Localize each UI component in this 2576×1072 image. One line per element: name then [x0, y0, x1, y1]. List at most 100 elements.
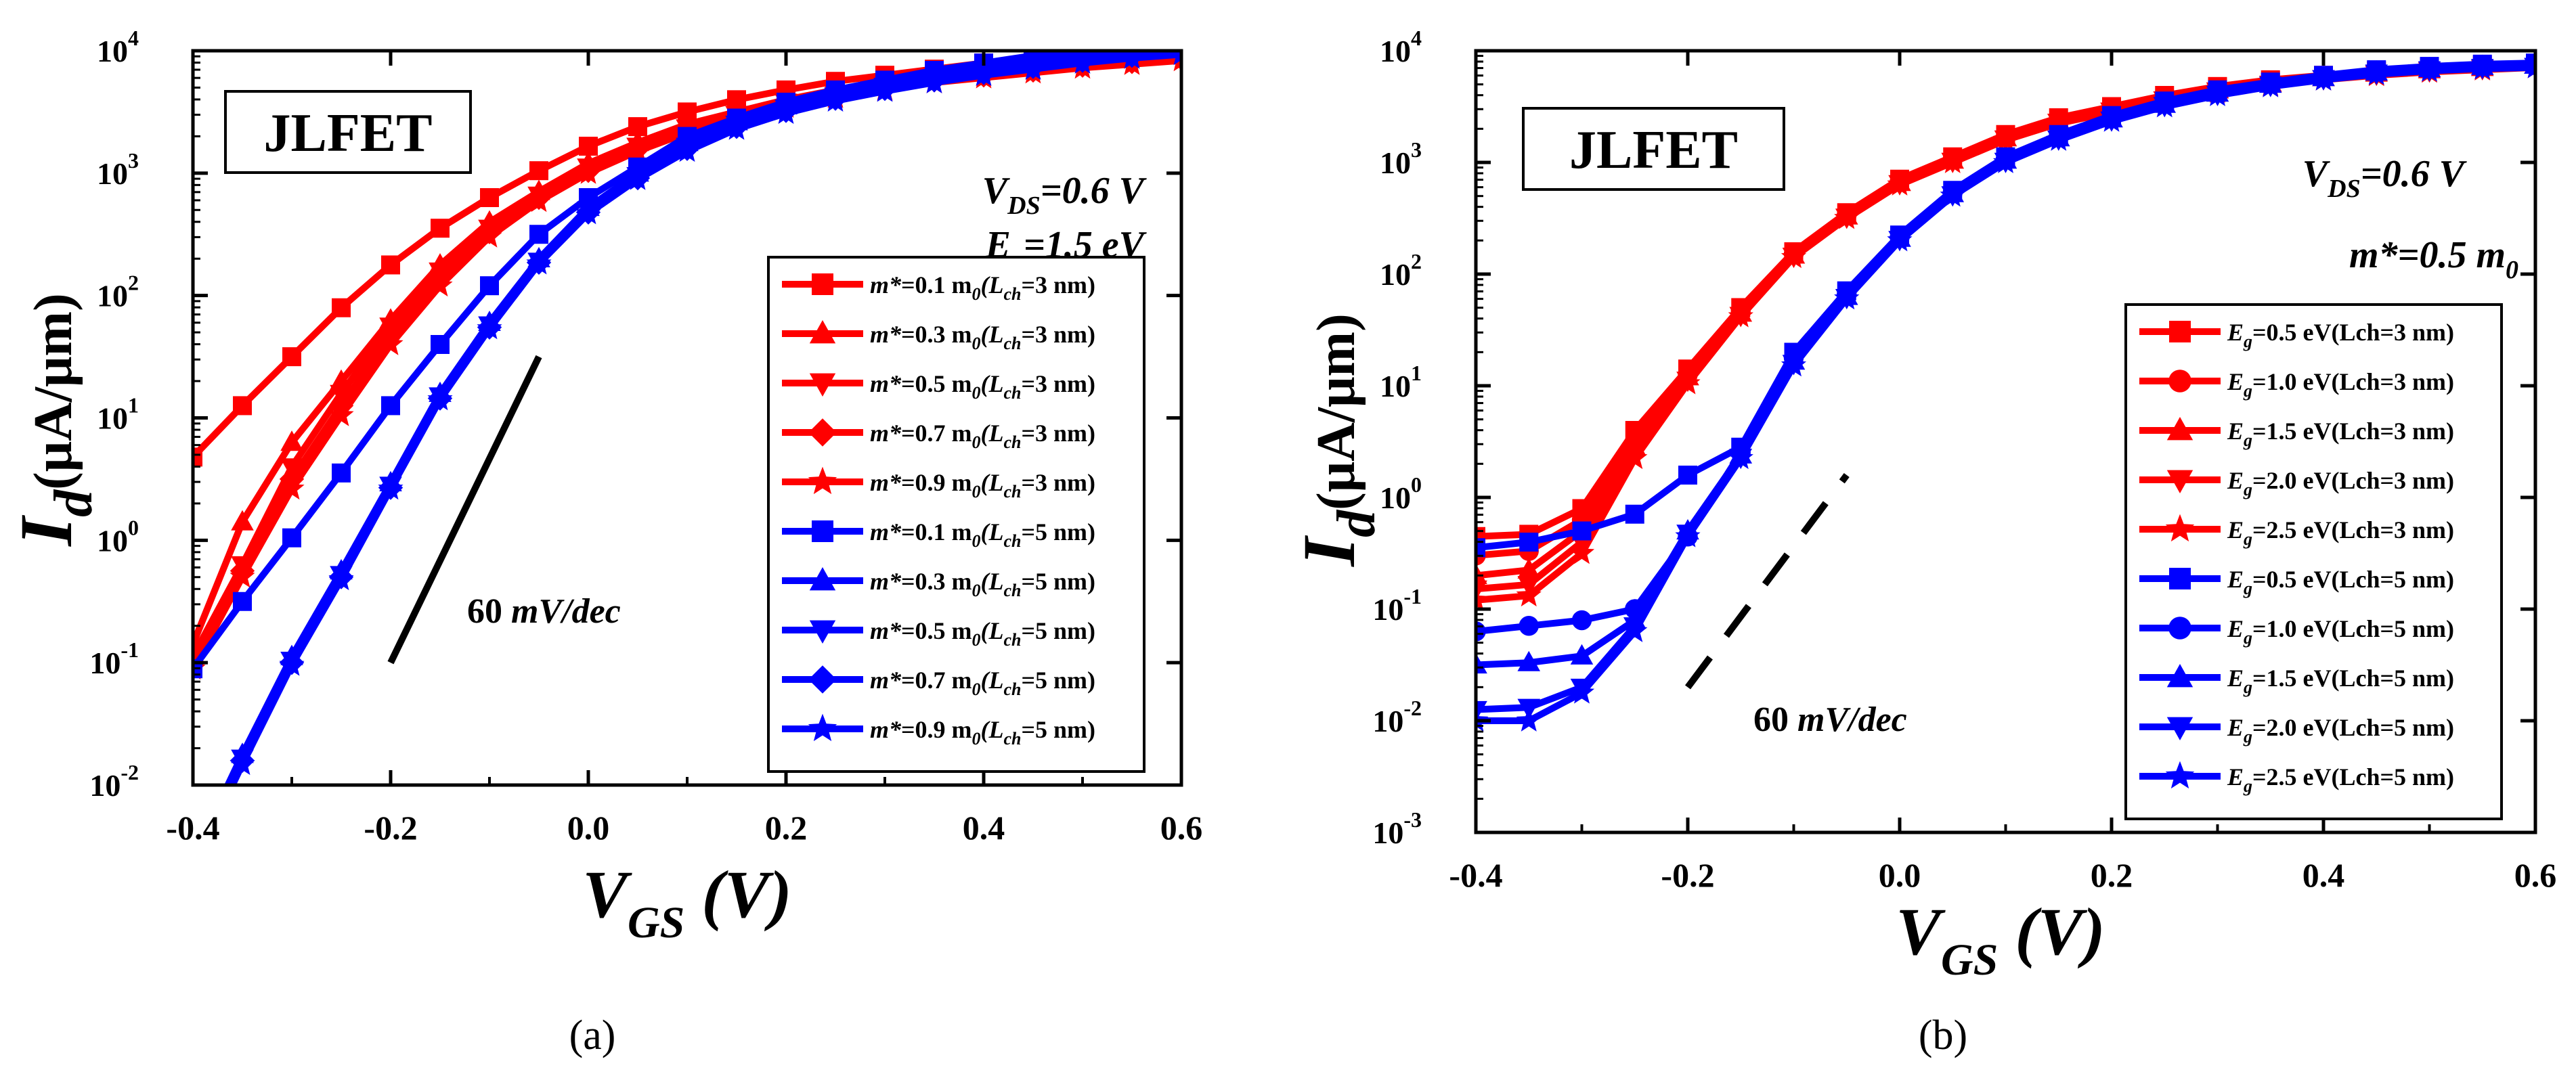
data-point: [181, 852, 205, 876]
data-point: [1781, 244, 1807, 269]
legend-marker: [809, 320, 836, 344]
data-point: [279, 475, 305, 500]
data-point: [1622, 445, 1648, 470]
data-point: [230, 564, 255, 588]
data-point: [1572, 521, 1592, 541]
legend-label: Eg=2.0 eV(Lch=3 nm): [2227, 467, 2454, 499]
data-point: [1678, 466, 1697, 485]
legend-marker: [2168, 370, 2191, 393]
y-tick-label: 102: [97, 271, 139, 313]
data-point: [2204, 82, 2231, 106]
legend-marker: [2166, 664, 2193, 688]
data-point: [328, 402, 354, 426]
legend-label: Eg=0.5 eV(Lch=5 nm): [2227, 566, 2454, 598]
data-point: [2311, 66, 2336, 91]
slope-label: 60 mV/dec: [467, 592, 621, 631]
condition-annotation: VDS=0.6 V: [2302, 153, 2468, 203]
legend-label: m*=0.5 m0(Lch=3 nm): [870, 370, 1095, 403]
legend-marker: [809, 373, 836, 397]
x-tick-label: 0.4: [2302, 856, 2345, 894]
legend-marker: [812, 520, 833, 542]
data-point: [477, 315, 502, 340]
data-point: [1571, 610, 1592, 631]
x-axis-label: VGS (V): [582, 857, 791, 947]
y-tick-label: 103: [1380, 137, 1422, 180]
data-point: [1519, 616, 1539, 636]
data-point: [427, 386, 453, 411]
y-tick-label: 104: [1380, 26, 1422, 68]
y-tick-label: 101: [1380, 361, 1422, 403]
y-axis-label: Id(μA/μm): [5, 293, 104, 547]
condition-annotation: VDS=0.6 V: [982, 170, 1148, 220]
legend-marker: [2166, 470, 2193, 493]
x-tick-label: -0.2: [1661, 856, 1714, 894]
data-point: [1170, 26, 1193, 47]
data-point: [2416, 58, 2443, 82]
condition-annotation: m*=0.5 m0: [2349, 234, 2518, 284]
data-point: [233, 591, 252, 611]
x-tick-label: 0.2: [2091, 856, 2133, 894]
data-point: [1992, 127, 2019, 151]
data-point: [526, 250, 552, 275]
legend-label: Eg=1.0 eV(Lch=5 nm): [2227, 615, 2454, 648]
data-point: [575, 200, 601, 225]
data-point: [529, 161, 548, 181]
data-point: [1122, 32, 1141, 51]
data-point: [193, 447, 202, 467]
legend-box: [2124, 303, 2503, 820]
legend-label: Eg=2.0 eV(Lch=5 nm): [2227, 714, 2454, 746]
data-point: [773, 99, 799, 125]
legend-label: Eg=2.5 eV(Lch=5 nm): [2227, 763, 2454, 796]
legend-label: m*=0.1 m0(Lch=3 nm): [870, 271, 1095, 304]
legend-label: Eg=0.5 eV(Lch=3 nm): [2227, 319, 2454, 351]
data-point: [2470, 55, 2495, 80]
slope-reference-line: [387, 355, 542, 665]
x-tick-label: -0.4: [1449, 856, 1502, 894]
data-point: [1519, 533, 1539, 552]
y-tick-label: 10-1: [1372, 584, 1422, 627]
legend-label: m*=0.3 m0(Lch=3 nm): [870, 321, 1095, 353]
legend-marker: [2168, 617, 2191, 640]
data-point: [480, 276, 499, 296]
legend-label: Eg=1.0 eV(Lch=3 nm): [2227, 368, 2454, 401]
data-point: [1517, 650, 1541, 671]
data-point: [823, 87, 848, 112]
data-point: [1476, 538, 1485, 558]
data-point: [1516, 707, 1542, 732]
x-tick-label: 0.0: [567, 809, 610, 847]
legend-marker: [2165, 761, 2195, 789]
legend-marker: [2166, 717, 2193, 740]
y-tick-label: 100: [97, 515, 139, 558]
legend-label: Eg=2.5 eV(Lch=3 nm): [2227, 516, 2454, 549]
data-point: [1781, 352, 1807, 377]
data-point: [1940, 182, 1965, 207]
data-point: [431, 335, 450, 354]
data-point: [282, 347, 301, 367]
x-tick-label: 0.0: [1879, 856, 1921, 894]
panel-b: -0.4 -0.2 0.0 0.2 0.4 0.6 10-3 10-2 10-1 100 101 10…: [1288, 26, 2556, 1058]
legend-label: m*=0.1 m0(Lch=5 nm): [870, 518, 1095, 551]
slope-label: 60 mV/dec: [1753, 700, 1907, 739]
legend: Eg=0.5 eV(Lch=3 nm) Eg=1.0 eV(Lch=3 nm) Eg…: [2124, 303, 2503, 820]
data-point: [2523, 54, 2535, 79]
data-point: [1834, 204, 1860, 229]
y-tick-label: 10-2: [89, 760, 139, 803]
data-point: [431, 219, 450, 238]
data-point: [1476, 587, 1489, 611]
legend-label: m*=0.3 m0(Lch=5 nm): [870, 568, 1095, 600]
y-tick-label: 100: [1380, 472, 1422, 515]
data-point: [1119, 51, 1145, 69]
data-point: [1834, 285, 1860, 310]
legend-marker: [2166, 417, 2193, 441]
legend-marker: [2169, 568, 2191, 589]
legend-marker: [808, 713, 837, 742]
title-box: [1522, 107, 1785, 191]
panel-label: (a): [569, 1012, 616, 1058]
data-point: [921, 69, 947, 93]
legend-marker: [808, 466, 837, 495]
data-point: [529, 225, 548, 244]
y-tick-label: 103: [97, 148, 139, 191]
data-point: [378, 475, 403, 500]
x-tick-label: -0.2: [364, 809, 417, 847]
data-point: [2152, 93, 2177, 118]
